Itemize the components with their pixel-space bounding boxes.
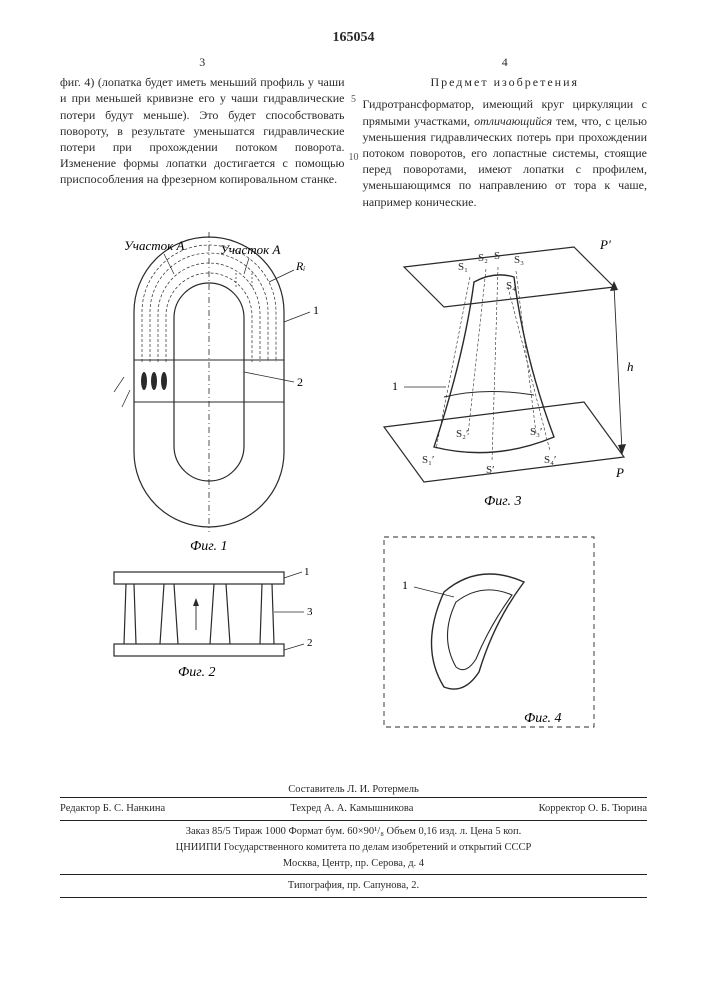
techred: Техред А. А. Камышникова bbox=[290, 801, 413, 817]
sp-label: S′ bbox=[486, 464, 495, 476]
line-numbers: 5 10 bbox=[349, 92, 359, 208]
f2-part3: 3 bbox=[307, 606, 313, 618]
fig1-caption: Фиг. 1 bbox=[190, 539, 228, 554]
left-text: фиг. 4) (лопатка будет иметь меньший про… bbox=[60, 75, 345, 186]
part-1-label: 1 bbox=[313, 303, 319, 317]
fig4-caption: Фиг. 4 bbox=[524, 711, 562, 726]
corrector: Корректор О. Б. Тюрина bbox=[539, 801, 647, 817]
right-column: 4 Предмет изобретения Гидротрансформатор… bbox=[363, 54, 648, 210]
editor: Редактор Б. С. Нанкина bbox=[60, 801, 165, 817]
s-label: S bbox=[494, 250, 500, 262]
pprime-label: P′ bbox=[599, 237, 611, 252]
right-emph: отличающийся bbox=[474, 114, 552, 128]
s2-label: S₂ bbox=[478, 252, 488, 264]
credits-block: Составитель Л. И. Ротермель Редактор Б. … bbox=[60, 782, 647, 899]
p-label: P bbox=[615, 465, 624, 480]
org-line: ЦНИИПИ Государственного комитета по дела… bbox=[60, 840, 647, 856]
f4-part1: 1 bbox=[402, 578, 408, 592]
s4p-label: S₄′ bbox=[544, 454, 556, 466]
s3-label: S₃ bbox=[514, 254, 524, 266]
fig3-caption: Фиг. 3 bbox=[484, 494, 522, 509]
order-line: Заказ 85/5 Тираж 1000 Формат бум. 60×90¹… bbox=[60, 824, 647, 840]
uchastok-a-right: Участок А bbox=[220, 242, 280, 257]
uchastok-a-left: Участок А bbox=[124, 238, 184, 253]
s4-label: S₄ bbox=[506, 280, 516, 292]
s3p-label: S₃′ bbox=[530, 426, 542, 438]
col-num-right: 4 bbox=[363, 54, 648, 70]
f2-part1: 1 bbox=[304, 566, 310, 578]
address-line: Москва, Центр, пр. Серова, д. 4 bbox=[60, 856, 647, 872]
h-label: h bbox=[627, 359, 634, 374]
doc-number: 165054 bbox=[60, 30, 647, 46]
f3-part1: 1 bbox=[392, 379, 398, 393]
fig2-caption: Фиг. 2 bbox=[178, 665, 216, 680]
col-num-left: 3 bbox=[60, 54, 345, 70]
figures-block: 1 2 Rᵢ Участок А Участок А Фиг. 1 bbox=[60, 222, 647, 752]
subject-title: Предмет изобретения bbox=[363, 74, 648, 90]
s1-label: S₁ bbox=[458, 261, 468, 273]
line-num: 5 bbox=[349, 92, 359, 108]
left-column: 3 фиг. 4) (лопатка будет иметь меньший п… bbox=[60, 54, 345, 210]
ri-label: Rᵢ bbox=[295, 259, 305, 273]
s2p-label: S₂′ bbox=[456, 428, 468, 440]
figure-2: 1 3 2 Фиг. 2 bbox=[114, 566, 313, 680]
figure-3: S₁ S₂ S S₃ S₄ S₁′ S₂′ S′ S₃′ S₄′ bbox=[384, 237, 634, 509]
figures-svg: 1 2 Rᵢ Участок А Участок А Фиг. 1 bbox=[74, 222, 634, 752]
print-line: Типография, пр. Сапунова, 2. bbox=[288, 880, 419, 891]
f2-part2: 2 bbox=[307, 637, 313, 649]
figure-4: 1 Фиг. 4 bbox=[384, 537, 594, 727]
compiler: Составитель Л. И. Ротермель bbox=[60, 782, 647, 798]
line-num: 10 bbox=[349, 150, 359, 166]
figure-1: 1 2 Rᵢ Участок А Участок А Фиг. 1 bbox=[114, 232, 319, 554]
part-2-label: 2 bbox=[297, 375, 303, 389]
s1p-label: S₁′ bbox=[422, 454, 434, 466]
